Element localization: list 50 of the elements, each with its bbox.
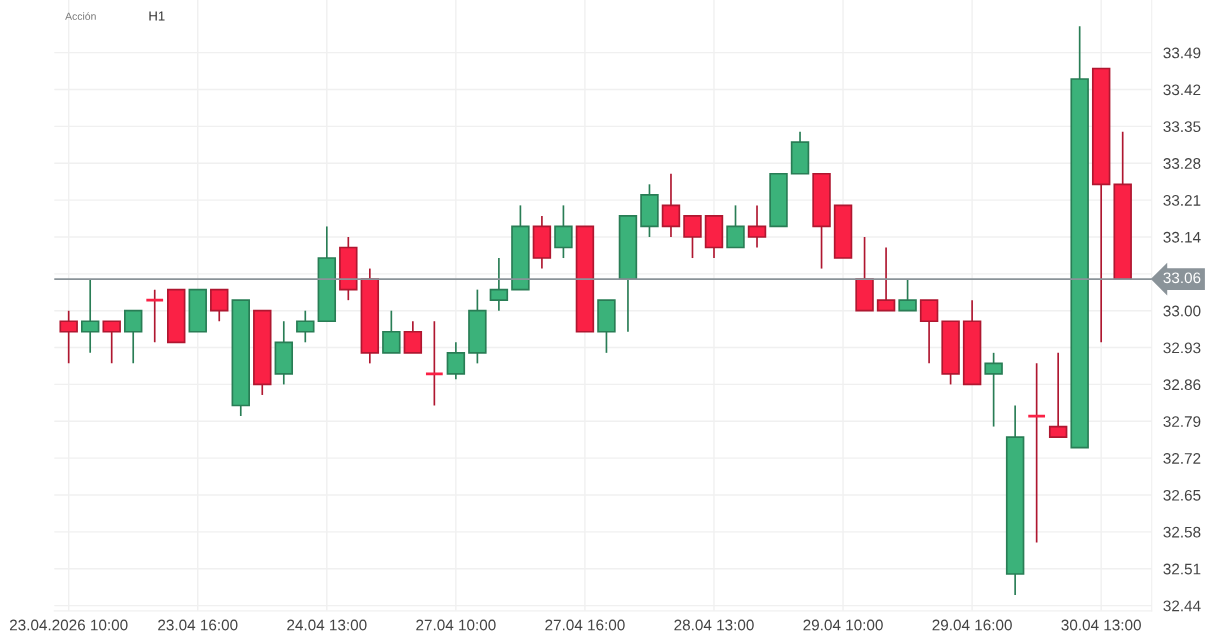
y-tick-label: 32.44 (1163, 600, 1201, 612)
candlestick (876, 246, 896, 312)
y-tick-label: 32.86 (1163, 379, 1201, 391)
y-tick-label: 32.51 (1163, 563, 1201, 575)
x-tick-label: 27.04 10:00 (416, 619, 496, 631)
candlestick (984, 351, 1003, 428)
candlestick (1026, 362, 1047, 544)
y-tick-label: 32.72 (1163, 453, 1201, 464)
candlestick (424, 320, 445, 407)
y-tick-label: 33.28 (1163, 158, 1201, 169)
x-tick-label: 30.04 13:00 (1061, 619, 1141, 631)
candlestick (80, 278, 100, 354)
candlestick (726, 204, 745, 249)
candlestick (747, 204, 767, 249)
candlestick (898, 278, 917, 312)
y-tick-label: 32.93 (1163, 342, 1201, 354)
y-tick-label: 33.21 (1163, 194, 1201, 206)
candlestick (919, 299, 939, 365)
y-tick-label: 32.58 (1163, 526, 1201, 538)
candlestick (102, 320, 121, 365)
candlestick (144, 288, 165, 344)
candlestick (382, 309, 401, 354)
candlestick (554, 204, 573, 259)
y-tick-label: 33.00 (1163, 305, 1201, 317)
candlestick (403, 320, 423, 354)
y-tick-label: 32.65 (1163, 489, 1201, 501)
candlestick (489, 257, 509, 312)
x-tick-label: 23.04.2026 10:00 (9, 619, 128, 631)
candlestick (1048, 351, 1068, 438)
x-tick-label: 24.04 13:00 (287, 619, 367, 631)
annotation: H1 (149, 11, 165, 21)
x-tick-label: 29.04 10:00 (803, 619, 883, 631)
y-tick-label: 32.79 (1163, 416, 1201, 427)
candlestick (210, 288, 229, 323)
candlestick (59, 309, 78, 365)
y-tick-label: 33.42 (1163, 84, 1201, 96)
y-tick-label: 33.35 (1163, 121, 1201, 133)
y-tick-label: 33.14 (1163, 231, 1201, 243)
ref-line-label: 33.06 (1163, 272, 1201, 284)
candlestick (661, 172, 681, 238)
x-tick-label: 27.04 16:00 (545, 619, 625, 631)
x-tick-label: 23.04 16:00 (158, 619, 238, 631)
y-tick-label: 33.49 (1163, 47, 1201, 59)
candlestick (296, 309, 315, 344)
candlestick (683, 215, 702, 259)
x-tick-label: 28.04 13:00 (674, 619, 754, 631)
candlestick (446, 341, 466, 380)
x-tick-label: 29.04 16:00 (932, 619, 1012, 631)
annotation: Acción (65, 12, 96, 20)
candlestick (123, 309, 143, 365)
